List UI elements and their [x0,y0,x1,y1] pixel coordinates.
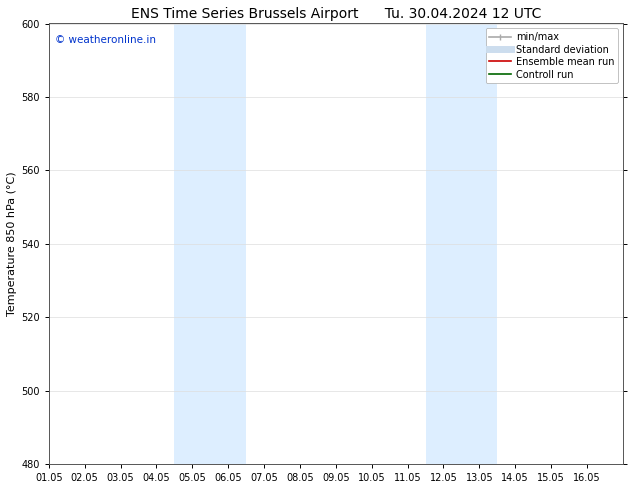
Bar [425,24,497,464]
Title: ENS Time Series Brussels Airport      Tu. 30.04.2024 12 UTC: ENS Time Series Brussels Airport Tu. 30.… [131,7,541,21]
Bar [174,24,246,464]
Y-axis label: Temperature 850 hPa (°C): Temperature 850 hPa (°C) [7,172,17,316]
Legend: min/max, Standard deviation, Ensemble mean run, Controll run: min/max, Standard deviation, Ensemble me… [486,28,618,83]
Text: © weatheronline.in: © weatheronline.in [55,34,155,45]
